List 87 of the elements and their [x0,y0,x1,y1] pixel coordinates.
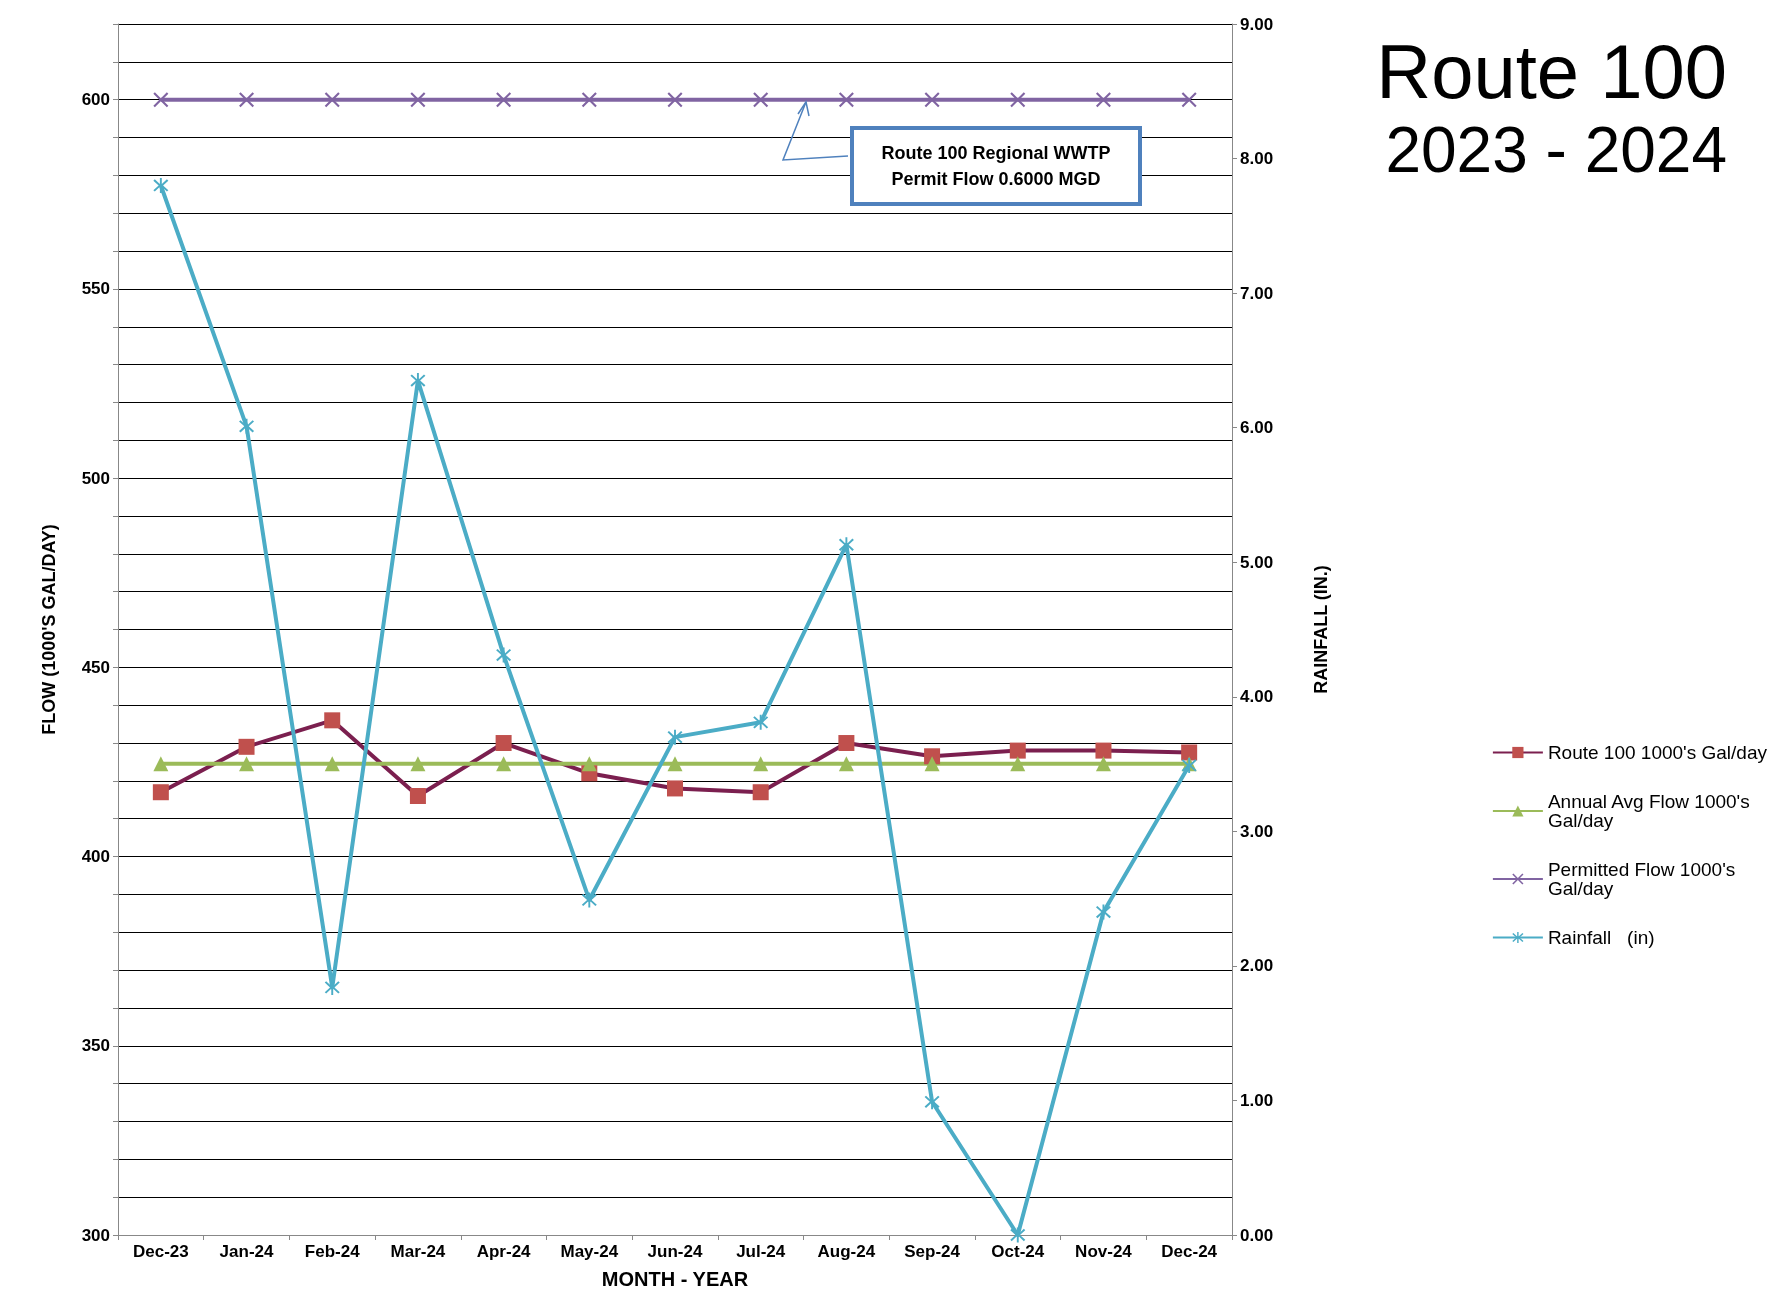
point [838,735,855,752]
point [667,756,683,772]
point [153,92,169,108]
y2-tick-label: 5.00 [1240,552,1274,572]
point [496,647,512,663]
x-tick-label: Jul-24 [736,1242,786,1261]
x-tick-label: Jan-24 [219,1242,275,1261]
y-tick-label: 550 [81,279,110,299]
y-tick-label: 450 [81,657,110,677]
y-tick-label: 300 [81,1225,110,1245]
y2-tick-label: 1.00 [1240,1090,1274,1110]
point [238,738,255,755]
point [496,756,512,772]
x-tick-label: Aug-24 [817,1242,876,1261]
point [1095,756,1111,772]
text: Route 100 [1376,28,1728,114]
y2-tick-label: 2.00 [1240,956,1274,976]
x-tick-label: Sep-24 [904,1242,961,1261]
point [1009,742,1026,759]
y2-tick-label: 8.00 [1240,149,1274,169]
y-tick-label: 500 [81,468,110,488]
legend-label: Permitted Flow 1000's Gal/day [1547,859,1736,899]
point [324,92,340,108]
y2-tick-label: 9.00 [1240,14,1274,34]
point [1181,92,1197,108]
point [1095,742,1112,759]
point [581,892,597,908]
x-tick-label: Mar-24 [390,1242,446,1261]
point [753,92,769,108]
legend-label: Route 100 1000's Gal/day [1547,742,1768,763]
point [152,784,169,801]
point [324,979,340,995]
x-tick-label: Apr-24 [476,1242,532,1261]
point [753,756,769,772]
point [153,177,169,193]
x-tick-label: May-24 [560,1242,619,1261]
point [1010,1227,1026,1243]
point [924,92,940,108]
point [667,780,683,797]
point [838,756,854,772]
point [753,714,769,730]
y2-tick-label: 6.00 [1240,418,1274,438]
x-tick-label: Jun-24 [647,1242,703,1261]
point [410,373,426,389]
x-tick-label: Feb-24 [304,1242,361,1261]
point [239,92,255,108]
legend-label: Annual Avg Flow 1000's Gal/day [1547,791,1750,831]
y-axis-title: FLOW (1000'S GAL/DAY) [39,524,59,735]
point [324,712,341,729]
x-tick-label: Nov-24 [1075,1242,1133,1261]
x-tick-label: Dec-24 [1161,1242,1218,1261]
point [667,92,683,108]
point [581,92,597,108]
point [496,92,512,108]
y-tick-label: 600 [81,90,110,110]
y-tick-label: 400 [81,847,110,867]
x-axis-title: MONTH - YEAR [601,1268,749,1290]
point [924,1094,940,1110]
point [153,756,169,772]
y2-tick-label: 7.00 [1240,283,1274,303]
point [838,92,854,108]
point [838,537,854,553]
point [495,735,512,752]
point [1181,744,1198,761]
point [409,788,426,805]
text: 2023 - 2024 [1385,114,1727,186]
x-tick-label: Oct-24 [991,1242,1045,1261]
y2-tick-label: 4.00 [1240,687,1274,707]
y2-tick-label: 3.00 [1240,821,1274,841]
point [752,784,769,801]
point [239,418,255,434]
point [410,756,426,772]
point [1095,92,1111,108]
point [581,756,597,772]
point [924,756,940,772]
point [324,756,340,772]
callout-box: Route 100 Regional WWTP Permit Flow 0.6000 MGD [850,126,1142,206]
point [667,729,683,745]
y2-axis-title: RAINFALL (IN.) [1311,565,1331,694]
y-tick-label: 350 [81,1036,110,1056]
point [1010,92,1026,108]
point [239,756,255,772]
legend-label: Rainfall (in) [1547,927,1655,948]
point [1010,756,1026,772]
point [410,92,426,108]
x-tick-label: Dec-23 [132,1242,189,1261]
y2-tick-label: 0.00 [1240,1225,1274,1245]
